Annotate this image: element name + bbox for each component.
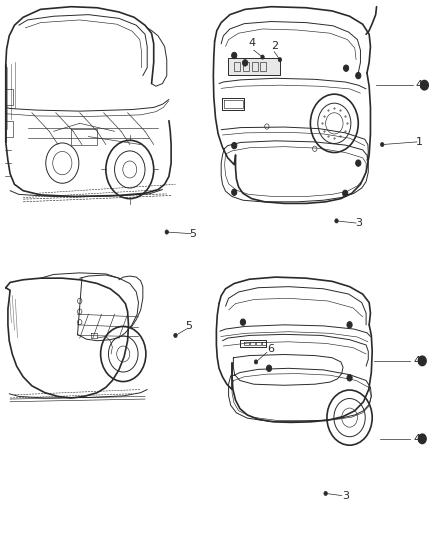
Text: 4: 4 — [416, 80, 423, 90]
Text: 3: 3 — [355, 218, 362, 228]
Circle shape — [232, 52, 237, 59]
Circle shape — [254, 360, 258, 364]
Text: 4: 4 — [413, 356, 420, 366]
Text: 4: 4 — [413, 434, 420, 444]
Circle shape — [232, 189, 237, 196]
Text: 5: 5 — [189, 229, 196, 239]
Circle shape — [381, 142, 384, 147]
Circle shape — [261, 55, 264, 59]
FancyBboxPatch shape — [228, 58, 280, 75]
Circle shape — [420, 80, 428, 90]
Circle shape — [418, 434, 426, 443]
Text: 1: 1 — [416, 137, 423, 147]
Circle shape — [418, 356, 426, 366]
Circle shape — [243, 60, 248, 66]
Circle shape — [347, 375, 352, 381]
Circle shape — [347, 321, 352, 328]
Circle shape — [324, 491, 327, 496]
Circle shape — [174, 333, 177, 337]
Circle shape — [165, 230, 169, 234]
Circle shape — [266, 365, 272, 372]
Circle shape — [278, 58, 282, 62]
Circle shape — [232, 142, 237, 149]
Text: 4: 4 — [248, 38, 255, 48]
Text: 3: 3 — [342, 490, 349, 500]
Circle shape — [343, 190, 348, 197]
Circle shape — [356, 72, 361, 79]
Circle shape — [343, 65, 349, 71]
Circle shape — [335, 219, 338, 223]
Circle shape — [356, 160, 361, 166]
Text: 2: 2 — [271, 42, 278, 52]
Circle shape — [240, 319, 246, 325]
Text: 6: 6 — [267, 344, 274, 354]
Text: 5: 5 — [185, 321, 192, 331]
